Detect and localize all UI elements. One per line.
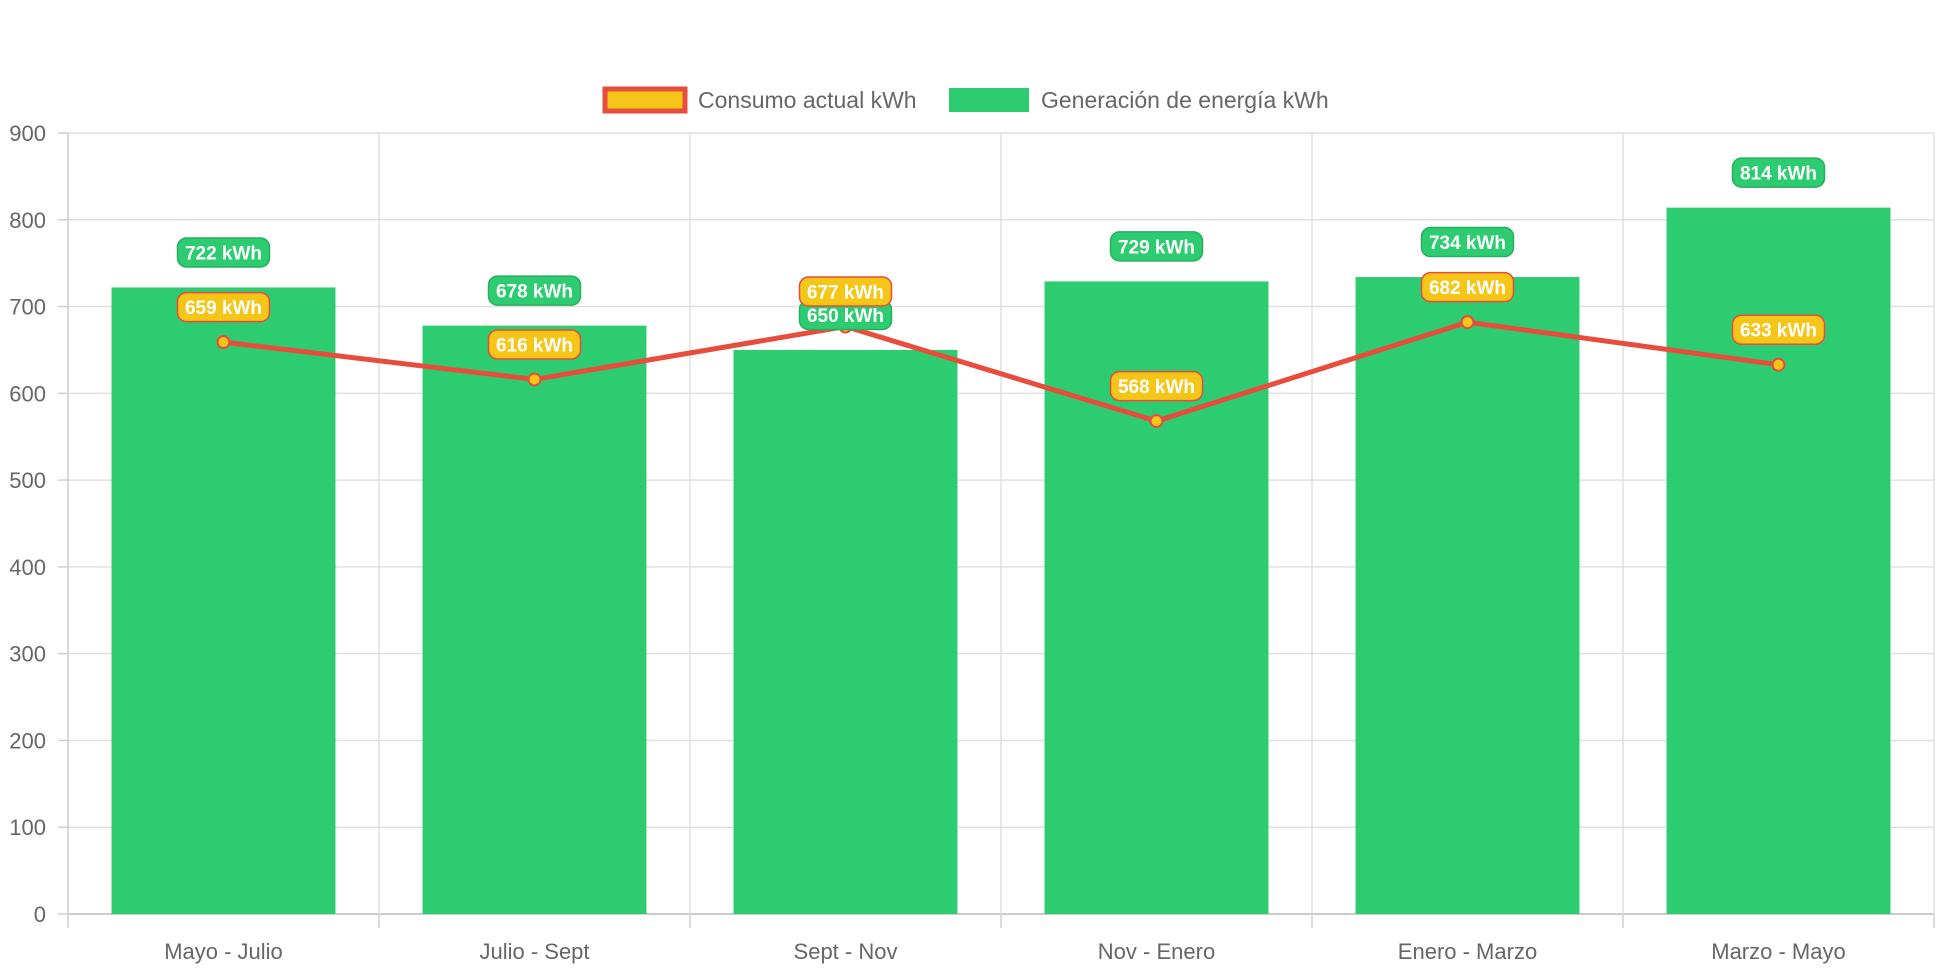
point-consumo [1460, 315, 1475, 330]
bar-generacion [1666, 207, 1891, 914]
line-value-label: 677 kWh [798, 276, 893, 307]
legend-item-consumo: Consumo actual kWh [602, 86, 917, 114]
legend-item-generacion: Generación de energía kWh [949, 87, 1329, 113]
bar-series [111, 207, 1891, 914]
y-tick-label: 300 [9, 642, 46, 667]
grid-lines [67, 132, 1935, 915]
line-series [216, 315, 1786, 429]
legend-swatch-generacion [949, 88, 1029, 112]
line-value-label-background [1420, 271, 1515, 303]
bar-value-label-text: 734 kWh [1429, 233, 1506, 254]
x-tick-label: Sept - Nov [794, 939, 898, 964]
y-tick-label: 600 [9, 381, 46, 406]
legend-label-consumo: Consumo actual kWh [698, 87, 917, 113]
x-tick-label: Enero - Marzo [1398, 939, 1537, 964]
line-value-label: 616 kWh [487, 329, 582, 360]
legend-swatch-consumo [602, 86, 688, 114]
y-tick-label: 0 [34, 902, 46, 927]
bar-value-label: 814 kWh [1731, 157, 1826, 188]
line-value-label-background [1109, 370, 1204, 402]
bar-value-label-text: 729 kWh [1118, 237, 1195, 258]
line-value-label: 633 kWh [1731, 314, 1826, 345]
line-value-label-background [1731, 314, 1826, 345]
y-tick-label: 400 [9, 555, 46, 580]
line-value-label-background [487, 329, 582, 360]
y-tick-label: 100 [9, 815, 46, 840]
bar-value-label: 722 kWh [176, 237, 271, 268]
line-value-label: 659 kWh [176, 291, 271, 323]
point-consumo [527, 372, 542, 387]
bar-value-label: 678 kWh [487, 275, 582, 306]
bar-value-label: 729 kWh [1109, 231, 1204, 262]
line-value-label-background [798, 276, 893, 307]
bar-value-label-text: 814 kWh [1740, 164, 1817, 185]
point-consumo [1149, 414, 1164, 429]
axes: 0 100 200 300 400 500 600 700 800 900 Mayo - Julio… [9, 121, 1935, 964]
bar-value-label-background [1420, 226, 1515, 258]
point-consumo [216, 335, 231, 350]
bar-generacion [111, 287, 336, 914]
point-consumo [1771, 357, 1786, 372]
data-labels: 722 kWh 678 kWh 650 kWh 729 kWh 734 kWh 814 k… [176, 157, 1826, 402]
x-tick-label: Marzo - Mayo [1711, 939, 1845, 964]
line-value-label-text: 633 kWh [1740, 321, 1817, 342]
bar-value-label-text: 678 kWh [496, 282, 573, 303]
y-tick-label: 800 [9, 208, 46, 233]
bar-value-label-background [1731, 157, 1826, 188]
line-value-label: 568 kWh [1109, 370, 1204, 402]
x-tick-label: Julio - Sept [479, 939, 589, 964]
line-value-label-text: 616 kWh [496, 335, 573, 356]
x-tick-label: Nov - Enero [1098, 939, 1215, 964]
y-tick-label: 900 [9, 121, 46, 146]
y-tick-label: 200 [9, 728, 46, 753]
bar-value-label: 734 kWh [1420, 226, 1515, 258]
bar-value-label: 650 kWh [798, 299, 893, 331]
y-tick-label: 700 [9, 295, 46, 320]
y-tick-label: 500 [9, 468, 46, 493]
line-value-label-background [176, 291, 271, 323]
bar-value-label-background [487, 275, 582, 306]
bar-generacion [733, 349, 958, 914]
bar-value-label-text: 650 kWh [807, 306, 884, 327]
bar-generacion [1355, 277, 1580, 914]
line-value-label-text: 677 kWh [807, 283, 884, 304]
line-value-label: 682 kWh [1420, 271, 1515, 303]
legend-label-generacion: Generación de energía kWh [1041, 87, 1329, 113]
line-value-label-text: 568 kWh [1118, 377, 1195, 398]
x-tick-label: Mayo - Julio [164, 939, 283, 964]
line-value-label-text: 659 kWh [185, 298, 262, 319]
line-consumo [223, 319, 1779, 424]
line-value-label-text: 682 kWh [1429, 278, 1506, 299]
legend: Consumo actual kWh Generación de energía … [602, 86, 1329, 114]
bar-value-label-text: 722 kWh [185, 243, 262, 264]
bar-generacion [422, 325, 647, 914]
bar-value-label-background [176, 237, 271, 268]
bar-value-label-background [1109, 231, 1204, 262]
